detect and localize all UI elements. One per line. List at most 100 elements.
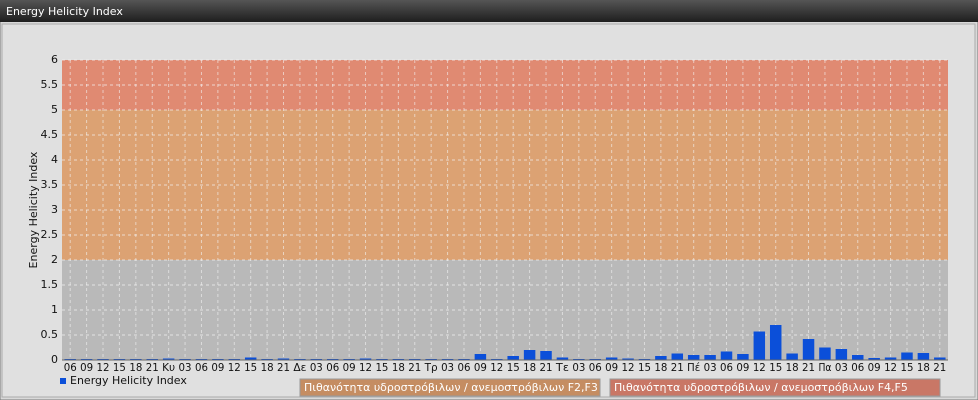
x-tick-label: 06 [720,361,733,374]
title-bar [0,0,978,22]
bar [852,355,864,360]
x-tick-label: 15 [769,361,782,374]
x-tick-label: 12 [490,361,503,374]
bar [162,358,175,360]
band-legend-label: Πιθανότητα υδροστρόβιλων / ανεμοστρόβιλω… [304,381,598,394]
bar [540,351,552,360]
x-tick-label: 21 [933,361,946,374]
x-tick-label: 15 [375,361,388,374]
bar [753,331,766,360]
y-tick-label: 1 [51,303,58,316]
y-tick-label: 0 [51,353,58,366]
x-tick-label: 21 [802,361,815,374]
x-tick-label: Τε [555,361,569,374]
x-tick-label: Δε [293,361,306,374]
y-axis-label: Energy Helicity Index [27,151,40,268]
bar [556,357,569,360]
x-tick-label: Πα [818,361,831,374]
y-tick-label: 6 [51,53,58,66]
x-tick-label: 21 [277,361,290,374]
band-legend-box [299,378,601,397]
x-tick-label: 18 [129,361,142,374]
x-tick-label: 15 [244,361,257,374]
bar [244,357,257,360]
y-tick-label: 4.5 [41,128,59,141]
x-tick-label: 15 [113,361,126,374]
x-tick-label: 03 [441,361,454,374]
x-tick-label: 18 [786,361,799,374]
x-tick-label: 06 [64,361,77,374]
x-tick-label: 03 [179,361,192,374]
bar [917,353,930,360]
bar [802,339,815,360]
x-tick-label: 12 [228,361,241,374]
bar [474,354,487,360]
chart-title: Energy Helicity Index [6,5,123,18]
bar [786,353,798,360]
x-tick-label: Κυ [162,361,175,374]
bar [884,357,897,360]
y-tick-label: 5 [51,103,58,116]
y-tick-label: 5.5 [41,78,59,91]
y-tick-label: 2.5 [41,228,59,241]
x-tick-label: 15 [900,361,913,374]
bar [868,358,880,360]
x-tick-label: 06 [589,361,602,374]
y-tick-label: 0.5 [41,328,59,341]
x-tick-label: 12 [359,361,372,374]
bar [655,356,667,360]
x-tick-label: 09 [343,361,356,374]
x-tick-label: 03 [572,361,585,374]
x-tick-label: Τρ [424,361,438,374]
bar [523,350,536,360]
x-tick-label: 12 [753,361,766,374]
bar [277,358,290,360]
bar [835,349,848,360]
x-tick-label: 03 [704,361,717,374]
x-tick-label: 12 [97,361,110,374]
bar [359,358,372,360]
bar [737,354,749,360]
x-tick-label: 09 [605,361,618,374]
x-tick-label: 09 [80,361,93,374]
y-tick-label: 3.5 [41,178,59,191]
x-tick-label: 18 [917,361,930,374]
x-tick-label: 09 [211,361,224,374]
x-tick-label: 15 [507,361,520,374]
x-tick-label: 18 [392,361,405,374]
x-tick-label: 15 [638,361,651,374]
x-tick-label: 21 [540,361,553,374]
y-tick-label: 1.5 [41,278,59,291]
bar [507,356,519,360]
bar [605,357,618,360]
x-tick-label: 12 [622,361,635,374]
bar [687,355,700,360]
x-tick-label: 09 [474,361,487,374]
x-tick-label: 18 [261,361,274,374]
bar [769,325,782,360]
x-tick-label: 18 [654,361,667,374]
x-tick-label: 21 [146,361,159,374]
x-tick-label: 18 [523,361,536,374]
band-legend-label: Πιθανότητα υδροστρόβιλων / ανεμοστρόβιλω… [614,381,908,394]
x-tick-label: 06 [326,361,339,374]
legend-swatch [60,378,66,384]
y-tick-label: 2 [51,253,58,266]
x-tick-label: 06 [851,361,864,374]
x-tick-label: Πέ [687,361,700,374]
x-tick-label: 03 [310,361,323,374]
x-tick-label: 12 [884,361,897,374]
bar [819,347,831,360]
y-tick-label: 4 [51,153,58,166]
x-tick-label: 06 [457,361,470,374]
bar [720,351,733,360]
x-tick-label: 09 [736,361,749,374]
band-legend-box [609,378,941,397]
x-tick-label: 21 [671,361,684,374]
y-tick-label: 3 [51,203,58,216]
legend-label: Energy Helicity Index [70,374,187,387]
x-tick-label: 06 [195,361,208,374]
x-tick-label: 03 [835,361,848,374]
bar [671,353,684,360]
